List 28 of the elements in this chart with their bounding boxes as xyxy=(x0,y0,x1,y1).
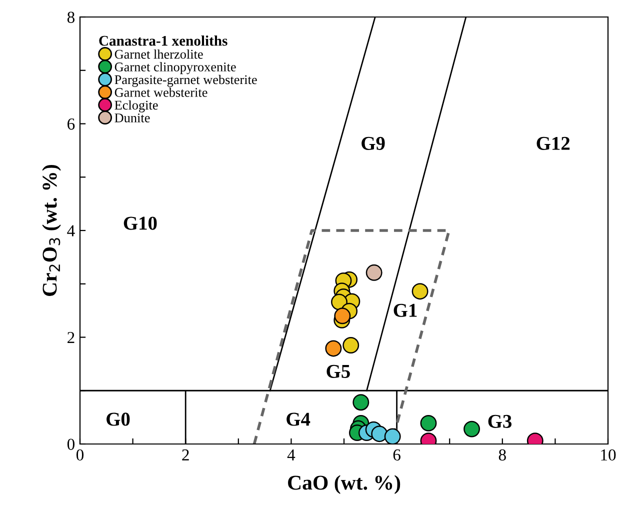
x-tick-label: 6 xyxy=(393,449,400,461)
x-tick-label: 4 xyxy=(287,449,296,460)
y-tick-label: 2 xyxy=(68,332,74,344)
x-tick-label: 0 xyxy=(76,449,84,461)
y-tick-label: 0 xyxy=(67,438,75,450)
y-tick-label: 8 xyxy=(67,12,75,23)
annotation: G4 xyxy=(286,412,310,426)
legend-label: Eclogite xyxy=(114,100,158,112)
y-axis-title: Cr$_{2}$O$_{3}$ (wt. %) xyxy=(42,164,61,296)
annotation: G9 xyxy=(362,136,385,150)
x-tick-label: 8 xyxy=(498,449,506,461)
annotation: G1 xyxy=(394,304,417,317)
annotation: G0 xyxy=(106,412,130,426)
legend-title: Canastra-1 xenoliths xyxy=(99,35,228,46)
annotation: G10 xyxy=(124,216,157,230)
annotation: G12 xyxy=(536,136,570,150)
y-tick-label: 4 xyxy=(67,225,75,236)
legend-label: Dunite xyxy=(114,113,150,122)
x-tick-label: 2 xyxy=(182,449,189,460)
legend-label: Garnet lherzolite xyxy=(114,49,203,59)
annotation: G5 xyxy=(326,364,350,378)
legend-label: Garnet websterite xyxy=(114,88,208,97)
x-tick-label: 10 xyxy=(601,449,616,461)
annotation: G3 xyxy=(488,414,512,428)
y-tick-label: 6 xyxy=(68,118,75,130)
legend-label: Pargasite-garnet websterite xyxy=(114,74,257,87)
legend-label: Garnet clinopyroxenite xyxy=(114,62,236,74)
x-axis-title: CaO (wt. %) xyxy=(288,475,400,494)
